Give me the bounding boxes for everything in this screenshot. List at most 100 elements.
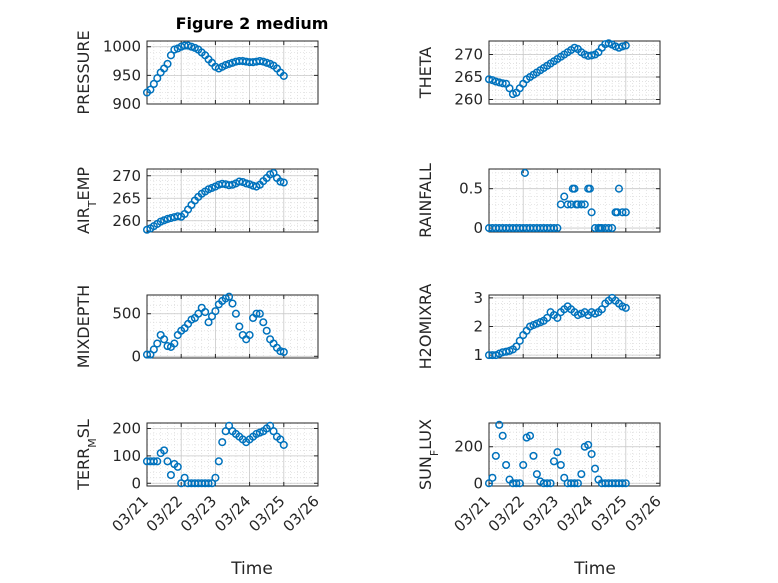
data-point: [173, 462, 182, 471]
data-point: [204, 318, 213, 327]
data-point: [252, 309, 261, 318]
data-point: [266, 421, 275, 430]
data-point: [255, 309, 264, 318]
data-point: [577, 470, 586, 479]
data-point: [153, 74, 162, 83]
data-point: [160, 446, 169, 455]
data-point: [573, 479, 582, 488]
data-point: [570, 184, 579, 193]
y-tick-label: 0: [473, 474, 483, 492]
data-point: [502, 460, 511, 470]
y-axis-label: MIXDEPTH: [74, 285, 93, 368]
data-point: [204, 479, 213, 488]
subplot-h2omixra: 1 2 3 H2OMIXRA: [416, 284, 661, 370]
data-point: [163, 59, 172, 68]
y-tick-label: 270: [454, 46, 483, 64]
data-point: [245, 330, 254, 340]
data-point: [231, 309, 240, 318]
data-point: [166, 470, 175, 480]
data-point: [279, 347, 288, 357]
y-tick-label: 0: [131, 347, 141, 365]
data-point: [153, 457, 162, 466]
data-point: [488, 473, 497, 482]
y-axis-label: THETA: [416, 47, 435, 99]
data-point: [608, 224, 617, 233]
y-axis-label: H2OMIXRA: [416, 284, 435, 370]
data-point: [153, 339, 162, 348]
x-axis-label-left: Time: [230, 559, 273, 579]
data-point: [587, 449, 596, 459]
data-point: [146, 85, 155, 94]
data-point: [163, 457, 172, 466]
y-tick-label: 270: [112, 167, 141, 185]
data-point: [276, 347, 285, 356]
data-point: [242, 179, 251, 188]
y-axis-label: PRESSURE: [74, 30, 93, 114]
data-point: [279, 440, 288, 449]
x-axis-label-right: Time: [573, 559, 616, 579]
data-point: [269, 427, 278, 436]
y-tick-label: 3: [473, 289, 483, 307]
data-point: [235, 322, 244, 331]
subplot-rainfall: 0 0.5 RAINFALL: [416, 163, 661, 238]
data-point: [484, 479, 494, 488]
y-tick-label: 0: [131, 474, 141, 492]
data-point: [560, 473, 569, 482]
data-point: [211, 473, 220, 482]
data-point: [160, 335, 169, 344]
data-point: [618, 479, 627, 488]
data-point: [225, 292, 234, 301]
y-tick-label: 200: [454, 438, 483, 456]
data-point: [276, 435, 285, 444]
data-point: [532, 470, 541, 479]
y-tick-label: 265: [454, 68, 483, 86]
y-axis-label: AIRTEMP: [74, 167, 99, 234]
data-point: [549, 224, 559, 233]
data-point: [556, 460, 565, 470]
y-tick-label: 260: [454, 91, 483, 109]
y-tick-label: 1: [473, 346, 483, 364]
data-point: [549, 457, 559, 466]
data-point: [491, 451, 500, 460]
data-point: [149, 79, 158, 89]
data-point: [621, 208, 630, 217]
data-point: [584, 440, 593, 449]
data-point: [587, 208, 596, 217]
data-point: [580, 200, 589, 209]
data-point: [597, 305, 606, 314]
axes-box: [488, 40, 661, 105]
data-point: [207, 479, 217, 488]
data-point: [166, 51, 175, 60]
data-point: [621, 41, 630, 50]
data-point: [512, 342, 521, 351]
data-point: [590, 464, 600, 473]
data-point: [525, 431, 535, 440]
data-point: [613, 208, 622, 217]
data-point: [149, 457, 158, 466]
data-point: [614, 184, 624, 193]
data-point: [621, 479, 630, 488]
y-tick-label: 500: [112, 305, 141, 323]
figure-title: Figure 2 medium: [176, 14, 329, 33]
y-tick-label: 950: [112, 66, 141, 84]
data-point: [180, 473, 189, 482]
data-point: [276, 177, 285, 186]
data-point: [563, 200, 572, 209]
y-tick-label: 200: [112, 419, 141, 437]
subplot-mixdepth: 0 500 MIXDEPTH: [74, 285, 319, 368]
y-axis-label: TERRMSL: [74, 419, 99, 491]
data-point: [570, 479, 579, 488]
y-tick-label: 900: [112, 95, 141, 113]
data-point: [546, 479, 555, 488]
data-point: [560, 192, 569, 201]
data-point: [520, 168, 529, 177]
subplot-air-temp: 260 265 270 AIRTEMP: [74, 167, 319, 234]
data-point: [142, 350, 152, 359]
data-point: [553, 448, 562, 457]
axes-box: [488, 168, 661, 233]
data-point: [173, 212, 182, 221]
y-tick-label: 1000: [103, 38, 141, 56]
y-tick-label: 260: [112, 212, 141, 230]
data-point: [498, 79, 507, 88]
data-point: [515, 479, 524, 488]
